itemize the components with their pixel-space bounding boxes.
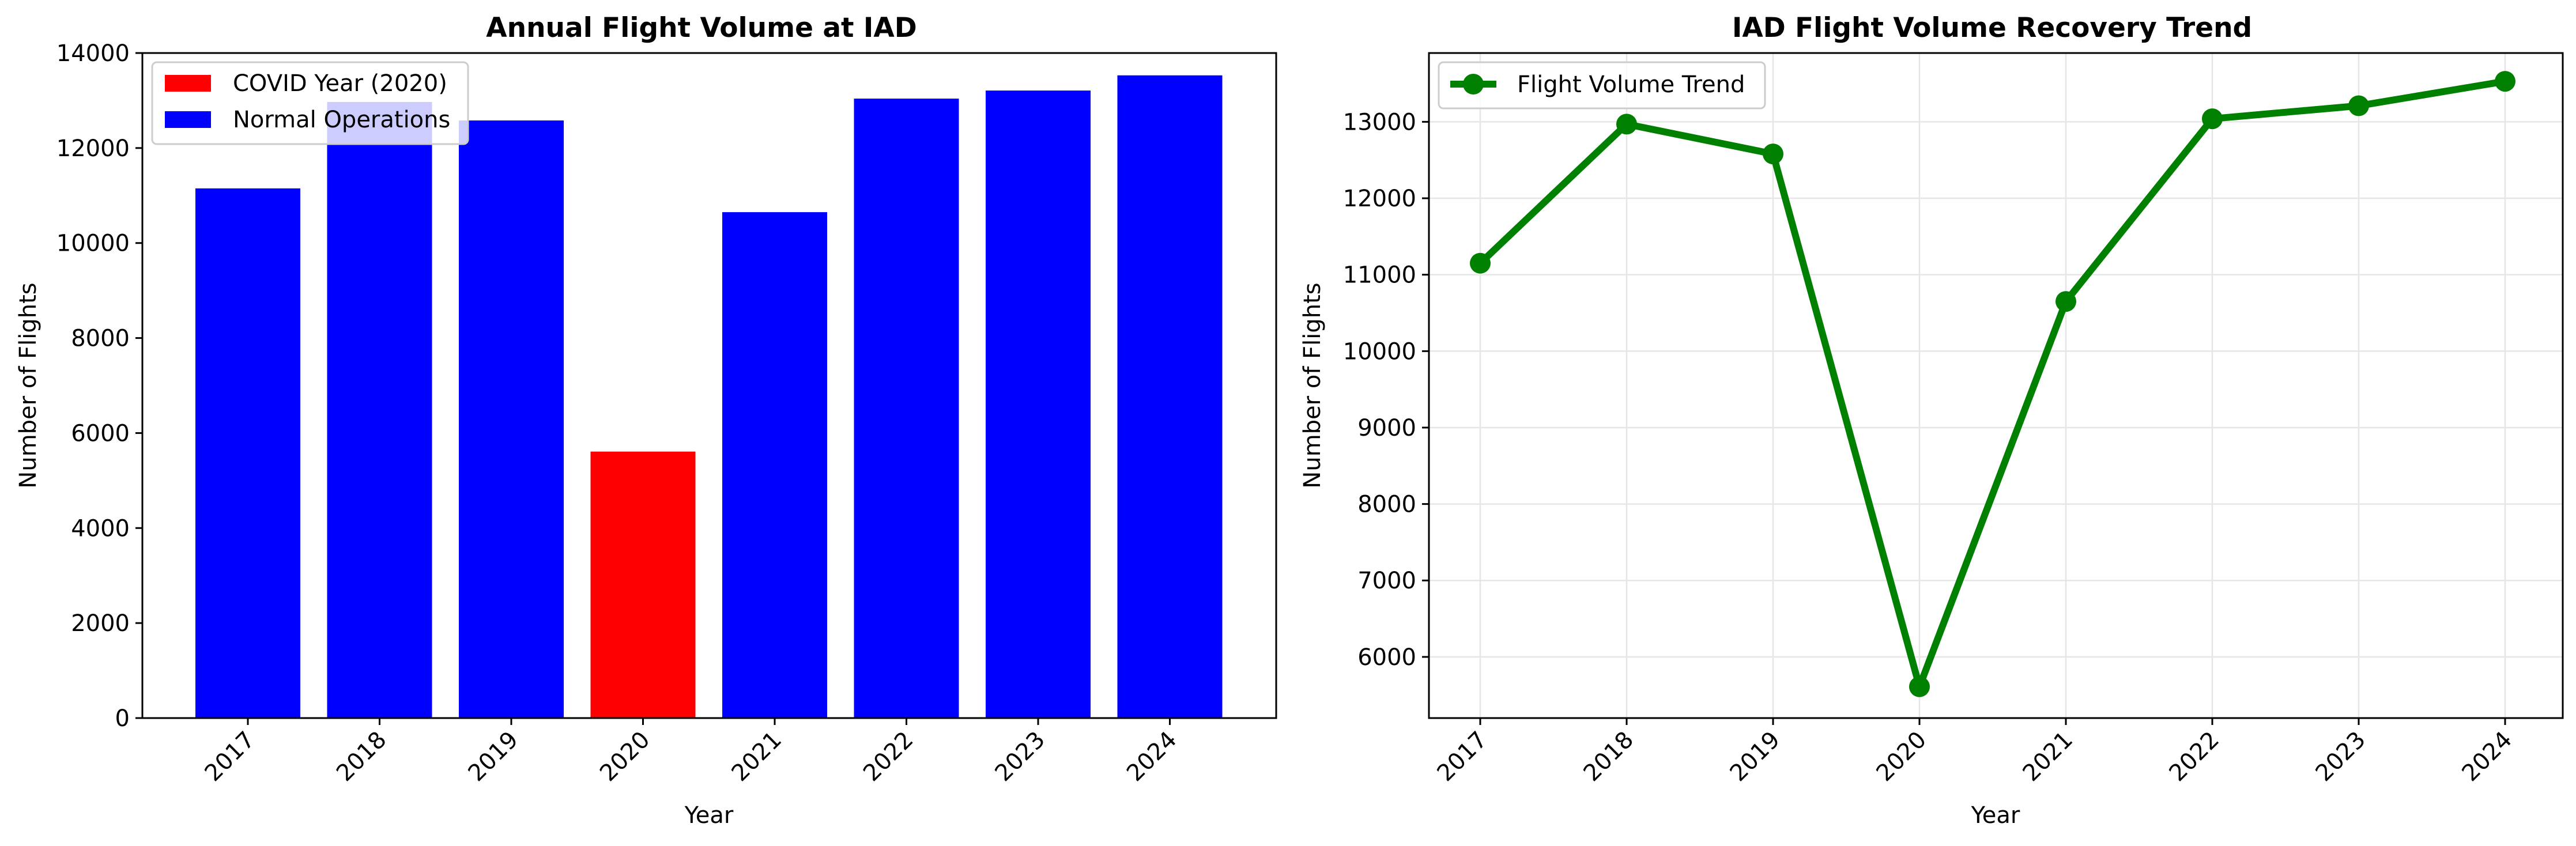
line-chart-title: IAD Flight Volume Recovery Trend: [1732, 12, 2252, 44]
data-point-2019: [1763, 143, 1783, 165]
x-tick-label: 2020: [1872, 727, 1932, 787]
bar-2022: [854, 99, 959, 718]
plot-frame: [141, 52, 1277, 719]
y-tick-label: 6000: [1357, 644, 1416, 671]
x-tick-label: 2017: [200, 727, 261, 787]
y-tick-label: 10000: [1343, 338, 1416, 365]
y-tick-label: 4000: [71, 515, 130, 542]
y-tick-label: 8000: [1357, 492, 1416, 518]
x-tick-label: 2023: [2311, 727, 2371, 787]
y-tick-label: 12000: [1343, 186, 1416, 212]
x-tick-label: 2022: [858, 727, 919, 787]
data-point-2022: [2202, 108, 2223, 130]
y-tick-label: 2000: [71, 610, 130, 637]
x-tick-label: 2018: [331, 727, 392, 787]
x-tick-label: 2017: [1432, 727, 1493, 787]
x-tick-label: 2023: [990, 727, 1051, 787]
legend-label-covid: COVID Year (2020): [233, 70, 447, 97]
y-tick-label: 0: [115, 705, 130, 732]
bar-2017: [195, 188, 300, 719]
x-tick-label: 2019: [463, 727, 524, 787]
bar-2020: [590, 451, 696, 718]
bar-2021: [722, 212, 827, 718]
series-line: [1477, 78, 2506, 690]
bar-2024: [1117, 75, 1223, 718]
y-tick-label: 14000: [56, 40, 130, 67]
line-series: [1470, 71, 2515, 697]
x-tick-label: 2024: [2457, 727, 2518, 787]
y-tick-label: 13000: [1343, 109, 1416, 135]
legend: COVID Year (2020) Normal Operations: [151, 61, 469, 145]
y-tick-label: 11000: [1343, 262, 1416, 289]
x-tick-label: 2021: [2018, 727, 2079, 787]
y-tick-label: 6000: [71, 420, 130, 447]
legend-swatch-normal: [165, 111, 211, 128]
legend-box: [1438, 61, 1766, 109]
legend-swatch-covid: [165, 75, 211, 92]
y-axis-ticks: 6000 7000 8000 9000 10000 11000 12000 13000: [1343, 109, 1429, 671]
legend: Flight Volume Trend: [1438, 61, 1766, 109]
y-tick-label: 9000: [1357, 415, 1416, 441]
bar-2019: [459, 120, 564, 718]
plot-frame: [1428, 52, 2564, 719]
bar-chart-title: Annual Flight Volume at IAD: [486, 12, 917, 44]
y-axis-label: Number of Flights: [15, 282, 42, 488]
x-tick-label: 2018: [1579, 727, 1639, 787]
x-axis-ticks: 2017 2018 2019 2020 2021 2022 2023 2024: [200, 718, 1182, 787]
y-tick-label: 8000: [71, 326, 130, 352]
y-tick-label: 10000: [56, 231, 130, 257]
data-point-2018: [1616, 114, 1637, 135]
x-tick-label: 2019: [1725, 727, 1786, 787]
data-point-2024: [2495, 71, 2515, 92]
x-axis-label: Year: [684, 802, 734, 829]
legend-box: [151, 61, 469, 145]
bar-series: [195, 75, 1223, 719]
bar-2023: [986, 90, 1091, 719]
line-chart: IAD Flight Volume Recovery Trend 6000 700…: [1299, 12, 2564, 829]
bar-chart: Annual Flight Volume at IAD 0 2000 4000 600…: [15, 12, 1277, 829]
x-tick-label: 2020: [595, 727, 655, 787]
y-tick-label: 12000: [56, 135, 130, 162]
legend-label-normal: Normal Operations: [233, 107, 450, 133]
y-axis-ticks: 0 2000 4000 6000 8000 10000 12000 14000: [56, 40, 142, 732]
y-axis-label: Number of Flights: [1299, 282, 1326, 488]
bar-2018: [327, 101, 432, 719]
legend-marker-sample: [1463, 74, 1484, 95]
x-axis-ticks: 2017 2018 2019 2020 2021 2022 2023 2024: [1432, 718, 2518, 787]
y-tick-label: 7000: [1357, 568, 1416, 594]
x-tick-label: 2024: [1122, 727, 1182, 787]
x-tick-label: 2021: [727, 727, 787, 787]
legend-label-trend: Flight Volume Trend: [1517, 71, 1745, 98]
data-point-2020: [1909, 676, 1930, 697]
data-point-2021: [2055, 291, 2076, 312]
x-tick-label: 2022: [2164, 727, 2225, 787]
data-point-2017: [1470, 252, 1491, 274]
data-point-2023: [2348, 95, 2369, 116]
x-axis-label: Year: [1971, 802, 2020, 829]
